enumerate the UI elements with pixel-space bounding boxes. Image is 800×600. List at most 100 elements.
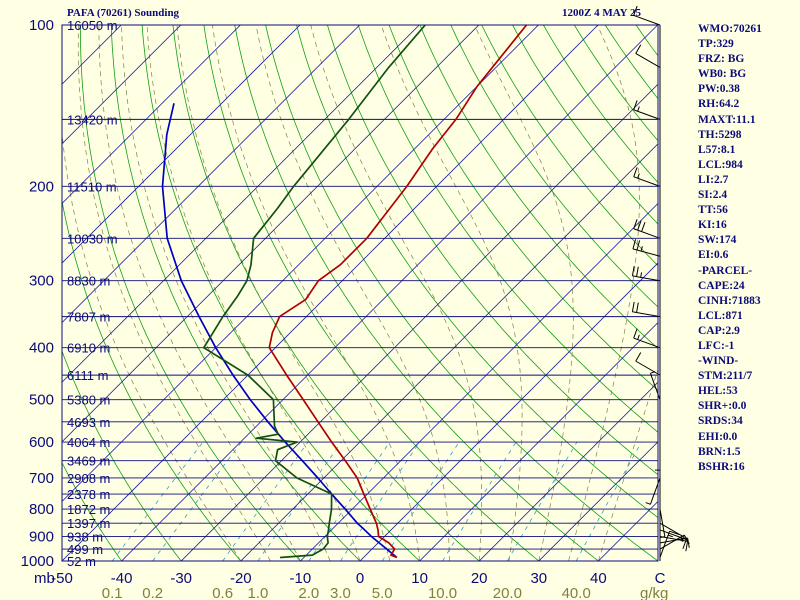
wind-barb-flag: [631, 301, 635, 312]
wind-barb-half: [640, 272, 643, 278]
index-line: LFC:-1: [698, 339, 735, 352]
pressure-tick-label: 700: [29, 470, 54, 487]
temperature-tick-label: -20: [230, 570, 252, 587]
mixing-ratio-tick-label: 2.0: [298, 585, 319, 600]
wind-barb-flag: [687, 537, 690, 548]
wind-barb-half: [637, 173, 640, 179]
mixing-ratio-tick-label: 40.0: [562, 585, 591, 600]
mixing-ratio-tick-label: 1.0: [247, 585, 268, 600]
wind-barb: [633, 219, 661, 239]
temperature-tick-label: -30: [170, 570, 192, 587]
mixing-ratio-tick-label: 3.0: [330, 585, 351, 600]
wind-barb-flag: [633, 100, 638, 110]
height-label: 6111 m: [67, 368, 108, 383]
wind-barb: [632, 239, 661, 257]
pressure-tick-label: 300: [29, 273, 54, 290]
wind-barb-staff: [659, 522, 685, 538]
index-line: HEL:53: [698, 385, 738, 398]
wind-barb-half: [645, 502, 651, 505]
moist-adiabat: [212, 25, 420, 561]
temperature-tick-label: 0: [356, 570, 364, 587]
index-line: SW:174: [698, 234, 737, 247]
dry-adiabat: [172, 25, 480, 561]
chart-timestamp: 1200Z 4 MAY 25: [562, 7, 641, 19]
height-label: 499 m: [67, 542, 103, 557]
mixing-ratio-line: [575, 441, 642, 561]
height-label: 5380 m: [67, 393, 110, 408]
temperature-tick-label: 10: [411, 570, 428, 587]
height-label: 10030 m: [67, 231, 118, 246]
temperature-tick-label: -10: [290, 570, 312, 587]
pressure-tick-label: 100: [29, 17, 54, 34]
height-label: 11510 m: [67, 179, 117, 194]
height-label: 4693 m: [67, 415, 110, 430]
wind-barb-flag: [633, 167, 638, 177]
wind-barb-flag: [633, 219, 638, 229]
dry-adiabat: [326, 25, 658, 476]
mixing-ratio-line: [111, 441, 204, 561]
isotherm: [62, 25, 539, 502]
dry-adiabat: [110, 25, 361, 561]
mixing-ratio-line: [381, 441, 460, 561]
dry-adiabat: [265, 25, 658, 561]
wind-barb: [659, 530, 680, 558]
moist-adiabat: [380, 25, 523, 561]
moist-adiabat: [568, 25, 640, 561]
temperature-tick-label: -50: [51, 570, 73, 587]
mixing-ratio-line: [340, 441, 420, 561]
dry-adiabat: [234, 25, 600, 561]
wind-barb: [635, 352, 661, 376]
height-label: 1872 m: [67, 502, 110, 517]
isotherm: [62, 25, 241, 204]
wind-barb-staff: [632, 248, 661, 257]
index-line: FRZ: BG: [698, 53, 745, 66]
isotherm: [62, 25, 301, 264]
plot-frame: [61, 24, 659, 562]
isotherm: [538, 441, 658, 561]
wind-barb-flag: [669, 530, 680, 536]
index-line: SI:2.4: [698, 189, 728, 202]
wind-barb-flag: [641, 222, 646, 232]
height-label: 7807 m: [67, 310, 110, 325]
isotherm: [62, 25, 420, 383]
moist-adiabat: [121, 25, 331, 561]
wind-barb: [633, 5, 661, 26]
dry-adiabat: [62, 199, 242, 561]
indices-panel: WMO:70261 TP:329 FRZ: BG WB0: BG PW:0.38 RH:6…: [698, 22, 798, 475]
wind-barb: [659, 522, 685, 542]
temperature-unit-label: C: [655, 570, 666, 587]
wind-barb-half: [681, 536, 685, 542]
wind-barb-flag: [682, 539, 687, 550]
pressure-tick-label: 900: [29, 528, 54, 545]
wind-barb-half: [640, 246, 643, 252]
wind-barb: [649, 371, 661, 400]
mixing-ratio-line: [442, 441, 517, 561]
chart-title: PAFA (70261) Sounding: [67, 7, 180, 19]
wind-barb: [659, 508, 666, 538]
index-line: -PARCEL-: [698, 264, 753, 277]
isotherm: [62, 25, 599, 561]
wind-barb-flag: [631, 265, 635, 276]
wind-barb-half: [667, 534, 674, 538]
isotherm: [180, 83, 658, 561]
temperature-tick-label: 40: [590, 570, 607, 587]
wind-barb-staff: [635, 53, 661, 68]
dewpoint-trace: [202, 25, 426, 559]
wind-barb: [631, 301, 661, 318]
height-label: 3469 m: [67, 454, 110, 469]
height-label: 52 m: [67, 554, 96, 569]
isotherm: [0, 13, 14, 572]
moist-adiabat: [310, 25, 483, 561]
wind-barb-staff: [632, 311, 661, 318]
height-label: 2908 m: [67, 471, 110, 486]
index-line: LCL:871: [698, 309, 743, 322]
mixing-ratio-line: [222, 441, 309, 561]
pressure-tick-label: 800: [29, 501, 54, 518]
mixing-ratio-line: [308, 441, 391, 561]
mixing-ratio-unit-label: g/kg: [640, 585, 668, 600]
wind-barb-staff: [632, 275, 661, 282]
wind-barb-staff: [633, 14, 661, 26]
height-label: 8830 m: [67, 274, 110, 289]
wind-barb-half: [637, 334, 640, 340]
index-line: SHR+:0.0: [698, 400, 747, 413]
